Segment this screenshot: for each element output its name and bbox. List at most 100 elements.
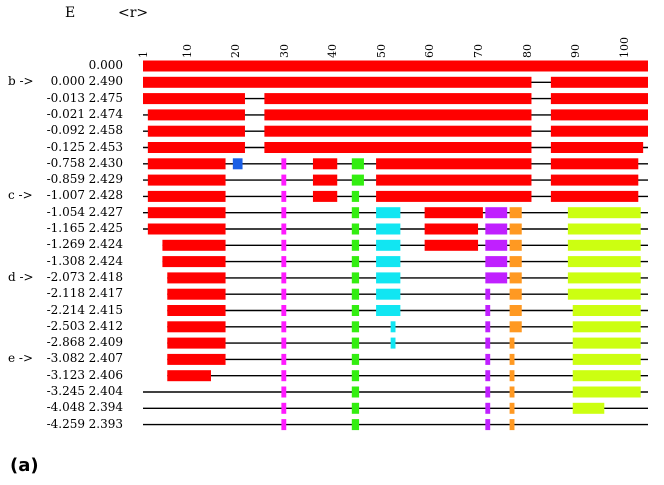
row-radius: 2.394: [88, 400, 123, 415]
segment-bar-magenta: [281, 223, 287, 235]
segment-bar-red: [147, 158, 226, 170]
row-radius: 2.418: [88, 269, 123, 284]
row-radius: 2.430: [88, 155, 123, 170]
segment-bar-orange: [509, 223, 522, 235]
axis-tick-label: 30: [277, 44, 291, 58]
row-energy: -1.165: [46, 221, 85, 235]
axis-tick-label: 60: [423, 44, 437, 58]
row-energy: -3.123: [46, 367, 85, 382]
segment-bar-magenta: [281, 419, 287, 431]
segment-bar-red: [143, 76, 532, 88]
segment-bar-orange: [509, 370, 515, 382]
segment-bar-green: [351, 370, 360, 382]
segment-bar-cyan: [376, 207, 401, 219]
segment-bar-lime: [572, 305, 641, 316]
axis-tick-label: 70: [472, 44, 486, 58]
segment-bar-orange: [509, 321, 522, 333]
row-radius: 2.424: [88, 253, 123, 268]
segment-bar-cyan: [390, 321, 396, 333]
segment-bar-green: [351, 402, 360, 414]
segment-bar-purple: [485, 272, 508, 284]
segment-bar-purple: [485, 386, 491, 398]
row-energy: -1.007: [46, 188, 85, 203]
segment-bar-purple: [485, 419, 491, 431]
row-radius: 2.427: [88, 204, 123, 219]
row-radius: 2.453: [88, 139, 123, 154]
segment-bar-magenta: [281, 337, 287, 349]
segment-bar-red: [143, 93, 245, 105]
segment-bar-lime: [567, 288, 641, 300]
segment-bar-magenta: [281, 402, 287, 414]
segment-bar-red: [264, 93, 532, 105]
row-radius: 2.425: [88, 221, 123, 235]
segment-bar-lime: [567, 239, 641, 251]
segment-bar-green: [351, 386, 360, 398]
segment-bar-red: [424, 207, 483, 219]
segment-bar-magenta: [281, 386, 287, 398]
segment-bar-lime: [572, 370, 641, 382]
segment-bar-lime: [572, 321, 641, 333]
segment-bar-red: [312, 190, 338, 202]
segment-bar-red: [264, 125, 532, 137]
segment-bar-cyan: [390, 337, 396, 349]
row-marker: b ->: [8, 74, 34, 89]
segment-bar-red: [147, 174, 226, 186]
row-energy: -0.092: [46, 123, 85, 138]
segment-bar-purple: [485, 337, 491, 349]
row-energy: -2.214: [46, 302, 85, 317]
segment-bar-cyan: [376, 223, 401, 235]
row-energy: -1.269: [46, 237, 85, 252]
segment-bar-red: [424, 239, 479, 251]
row-radius: 2.428: [88, 188, 123, 203]
row-marker: e ->: [8, 351, 34, 366]
panel-label: (a): [10, 455, 39, 476]
segment-bar-magenta: [281, 370, 287, 382]
segment-bar-red: [264, 142, 532, 153]
segment-bar-red: [167, 353, 226, 365]
segment-bar-green: [351, 337, 360, 349]
segment-bar-red: [147, 125, 245, 137]
row-radius: 2.424: [88, 237, 123, 252]
segment-bar-red: [550, 142, 644, 153]
segment-bar-purple: [485, 256, 508, 268]
segment-bar-red: [550, 109, 648, 121]
segment-bar-red: [143, 60, 648, 72]
segment-bar-red: [376, 190, 532, 202]
segment-bar-orange: [509, 239, 522, 251]
row-radius: 2.490: [88, 74, 123, 89]
segment-bar-magenta: [281, 174, 287, 186]
segment-bar-magenta: [281, 239, 287, 251]
segment-bar-red: [550, 125, 648, 137]
axis-tick-label: 40: [326, 44, 340, 58]
segment-bar-red: [147, 109, 245, 121]
segment-bar-magenta: [281, 321, 287, 333]
segment-bar-red: [376, 158, 532, 170]
row-energy: -1.054: [46, 204, 85, 219]
row-energy: -3.082: [46, 351, 85, 366]
row-energy: -4.048: [46, 400, 85, 415]
segment-bar-red: [147, 223, 226, 235]
segment-bar-magenta: [281, 207, 287, 219]
segment-bar-lime: [567, 272, 641, 284]
row-energy: -0.758: [46, 155, 85, 170]
segment-bar-lime: [572, 402, 605, 414]
segment-bar-orange: [509, 353, 515, 365]
row-radius: 2.429: [88, 172, 123, 187]
segment-bar-magenta: [281, 272, 287, 284]
axis-tick-label: 80: [520, 44, 534, 58]
segment-bar-red: [424, 223, 479, 235]
segment-bar-red: [147, 142, 245, 153]
segment-bar-green: [351, 272, 360, 284]
segment-bar-green: [351, 190, 360, 202]
row-energy: -2.118: [46, 286, 85, 301]
segment-bar-red: [162, 239, 226, 251]
segment-bar-purple: [485, 402, 491, 414]
segment-bar-green: [351, 158, 364, 170]
row-energy: -2.503: [46, 318, 85, 333]
segment-bar-red: [167, 321, 226, 333]
segment-bar-green: [351, 256, 360, 268]
segment-bar-red: [167, 272, 226, 284]
row-energy: -0.021: [46, 106, 85, 121]
